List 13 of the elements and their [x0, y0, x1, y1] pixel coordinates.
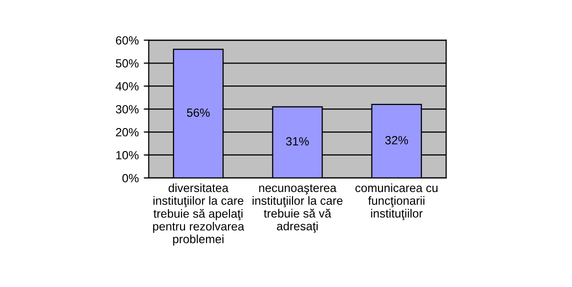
y-tick-label: 40% [116, 82, 139, 90]
y-tick-label: 20% [116, 128, 139, 136]
y-tick-label: 10% [116, 151, 139, 160]
data-label: 56% [186, 108, 210, 117]
x-tick-label: diversitatea instituţiilor la care trebuie să apelaţi pentru rezolvarea problemei [153, 183, 244, 246]
x-tick-label: necunoaşterea instituţiilor la care trebuie să vă adresaţi [252, 184, 343, 233]
data-label: 31% [286, 137, 309, 146]
data-label: 32% [385, 136, 408, 144]
y-tick-label: 60% [116, 36, 139, 45]
y-tick-label: 50% [116, 59, 139, 68]
y-tick-label: 0% [122, 174, 139, 182]
y-tick-label: 30% [116, 105, 139, 114]
x-tick-label: comunicarea cu funcţionarii instituţiilor [355, 183, 438, 220]
